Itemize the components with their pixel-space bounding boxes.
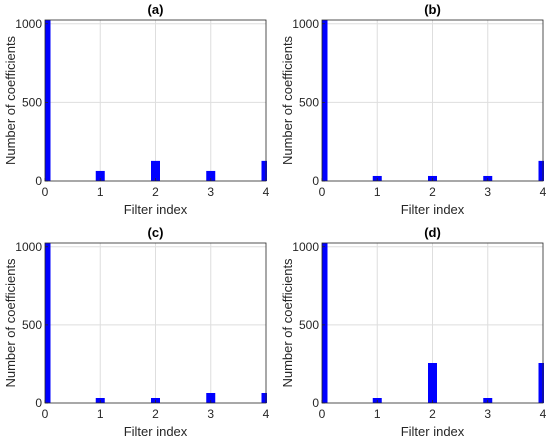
- x-tick-label: 4: [540, 407, 547, 421]
- bar-4: [261, 393, 267, 403]
- bar-1: [95, 170, 105, 181]
- x-tick-label: 1: [97, 407, 104, 421]
- panel-title: (a): [148, 2, 164, 17]
- y-tick-label: 0: [35, 174, 42, 188]
- bar-4: [538, 160, 544, 181]
- panel-2: 0 1 2 3 4 0 500 1000 (b) Filter index Number of co…: [280, 2, 547, 217]
- x-tick-label: 2: [429, 185, 436, 199]
- y-tick-label: 1000: [292, 17, 319, 31]
- x-tick-label: 0: [319, 407, 326, 421]
- y-tick-label: 0: [312, 174, 319, 188]
- x-axis-label: Filter index: [401, 424, 465, 439]
- bar-3: [206, 170, 216, 181]
- x-tick-label: 0: [42, 185, 49, 199]
- bar-0: [322, 20, 328, 181]
- y-tick-label: 1000: [15, 17, 42, 31]
- bar-2: [428, 363, 437, 403]
- panel-title: (b): [424, 2, 441, 17]
- bar-2: [151, 160, 160, 181]
- x-tick-label: 3: [207, 407, 214, 421]
- x-axis-label: Filter index: [124, 424, 188, 439]
- bar-4: [538, 363, 544, 403]
- panel-1: 0 1 2 3 4 0 500 1000 (a) Filter index Number of co…: [3, 2, 270, 217]
- y-tick-label: 500: [299, 95, 319, 109]
- y-axis-label: Number of coefficients: [3, 258, 18, 388]
- bar-0: [322, 243, 328, 403]
- y-tick-label: 1000: [292, 240, 319, 254]
- y-tick-label: 0: [35, 396, 42, 410]
- y-axis-label: Number of coefficients: [280, 258, 295, 388]
- x-tick-label: 2: [152, 407, 159, 421]
- bar-3: [206, 393, 216, 403]
- bar-4: [261, 160, 267, 181]
- x-tick-label: 3: [207, 185, 214, 199]
- x-axis-label: Filter index: [124, 202, 188, 217]
- panel-3: 0 1 2 3 4 0 500 1000 (c) Filter index Number of co…: [3, 225, 270, 439]
- y-axis-label: Number of coefficients: [280, 35, 295, 165]
- y-axis-label: Number of coefficients: [3, 35, 18, 165]
- bar-0: [45, 243, 51, 403]
- x-tick-label: 4: [263, 185, 270, 199]
- panel-title: (c): [148, 225, 164, 240]
- x-tick-label: 2: [152, 185, 159, 199]
- panel-title: (d): [424, 225, 441, 240]
- x-tick-label: 2: [429, 407, 436, 421]
- x-axis-label: Filter index: [401, 202, 465, 217]
- y-tick-label: 500: [22, 318, 42, 332]
- x-tick-label: 4: [540, 185, 547, 199]
- x-tick-label: 1: [374, 407, 381, 421]
- panel-4: 0 1 2 3 4 0 500 1000 (d) Filter index Number of co…: [280, 225, 547, 439]
- x-tick-label: 1: [97, 185, 104, 199]
- x-tick-label: 1: [374, 185, 381, 199]
- y-tick-label: 500: [299, 318, 319, 332]
- y-tick-label: 0: [312, 396, 319, 410]
- x-tick-label: 4: [263, 407, 270, 421]
- x-tick-label: 0: [42, 407, 49, 421]
- y-tick-label: 500: [22, 95, 42, 109]
- y-tick-label: 1000: [15, 240, 42, 254]
- x-tick-label: 0: [319, 185, 326, 199]
- x-tick-label: 3: [484, 407, 491, 421]
- x-tick-label: 3: [484, 185, 491, 199]
- bar-0: [45, 20, 51, 181]
